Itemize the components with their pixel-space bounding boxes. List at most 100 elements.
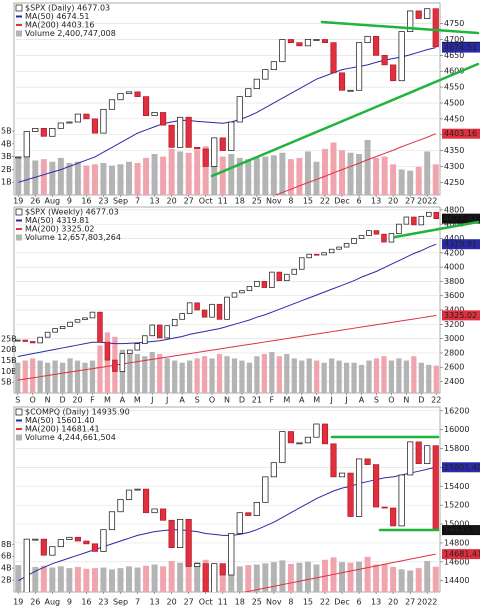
volume-bar [433, 365, 439, 393]
candle [253, 501, 260, 516]
volume-tick-label: 5B [1, 378, 12, 387]
candle [313, 253, 320, 256]
x-tick-label: Dec [334, 598, 349, 607]
x-tick-label: Nov [266, 197, 282, 206]
candle [306, 253, 312, 259]
trendline [210, 62, 480, 178]
y-tick-label: 3400 [444, 306, 464, 315]
candle [211, 137, 218, 167]
volume-bar [15, 157, 22, 195]
volume-tick-label: 10B [1, 367, 17, 376]
candle [366, 230, 372, 236]
volume-bar [160, 566, 167, 592]
x-tick-label: D [239, 396, 245, 405]
candle [313, 39, 320, 41]
volume-bar [287, 563, 294, 592]
volume-bar [239, 360, 245, 393]
x-tick-label: M [313, 396, 320, 405]
candle [179, 313, 185, 320]
volume-bar [194, 562, 201, 592]
candle [91, 543, 99, 552]
candle [358, 235, 365, 239]
candle [398, 31, 405, 82]
x-tick-label: J [329, 396, 332, 405]
volume-bar [74, 161, 81, 195]
y-tick-label: 3000 [444, 334, 464, 343]
y-tick-label: 14400 [444, 576, 469, 585]
volume-bar [66, 163, 73, 195]
volume-bar [356, 154, 363, 195]
candle [83, 113, 90, 120]
volume-bar [187, 360, 193, 393]
candle [66, 121, 73, 124]
volume-tick-label: 4B [1, 564, 12, 573]
volume-bar [314, 360, 320, 393]
volume-bar [299, 360, 305, 393]
volume-bar [134, 354, 140, 393]
volume-bar [185, 563, 192, 592]
trendlines [210, 20, 480, 532]
candle [364, 458, 371, 465]
candle [151, 508, 158, 514]
volume-bar [49, 161, 56, 195]
volume-bar [126, 566, 133, 592]
candle [279, 39, 286, 63]
x-tick-label: O [388, 396, 394, 405]
y-tick-label: 3800 [444, 277, 464, 286]
x-tick-label: N [224, 396, 230, 405]
x-tick-label: Sep [113, 598, 128, 607]
x-tick-label: 13 [371, 598, 381, 607]
y-tick-label: 3600 [444, 291, 464, 300]
candle [185, 116, 192, 148]
candle [168, 519, 175, 548]
volume-tick-label: 1B [1, 178, 12, 187]
value-badge [442, 239, 480, 250]
volume-bar [23, 155, 30, 195]
candle [32, 128, 39, 132]
candle [270, 462, 277, 478]
volume-bar [398, 169, 405, 195]
volume-tick-label: 15B [1, 356, 17, 365]
candle [403, 216, 410, 225]
candle [151, 112, 158, 117]
legend-label: MA(200) 14681.41 [25, 425, 100, 434]
volume-bar [245, 565, 252, 592]
x-tick-label: 6 [357, 197, 362, 206]
volume-tick-label: 5B [1, 127, 12, 136]
x-tick-label: 20 [167, 598, 177, 607]
volume-bar [209, 358, 215, 393]
volume-bar [261, 354, 267, 393]
volume-bar [351, 362, 357, 393]
candle [108, 99, 116, 110]
volume-bar [177, 562, 184, 592]
candle [246, 286, 253, 292]
volume-bar [336, 360, 342, 393]
volume-bar [168, 560, 175, 592]
volume-bar [219, 565, 226, 592]
volume-bar [172, 360, 178, 393]
y-tick-label: 14800 [444, 538, 469, 547]
legend-icon [15, 208, 23, 216]
volume-bar [89, 360, 96, 393]
volume-bar [313, 161, 320, 195]
volume-bar [22, 360, 28, 393]
volume-bar [30, 358, 36, 393]
y-tick-label: 4250 [444, 178, 464, 187]
candle [338, 472, 346, 478]
candle [236, 96, 243, 123]
legend-label: MA(200) 4403.16 [25, 21, 95, 30]
x-tick-label: 25 [252, 197, 262, 206]
x-tick-label: 27 [184, 598, 194, 607]
volume-bar [347, 562, 354, 592]
x-tick-label: M [104, 396, 111, 405]
x-tick-label: 6 [357, 598, 362, 607]
value-badge [442, 462, 480, 473]
value-badge-label: 14935.90 [444, 526, 480, 535]
x-tick-label: 16 [81, 197, 91, 206]
volume-bar [83, 568, 90, 592]
volume-bar [194, 358, 200, 393]
candle [156, 324, 163, 339]
volume-bar [49, 567, 56, 592]
x-tick-label: 11 [218, 598, 228, 607]
